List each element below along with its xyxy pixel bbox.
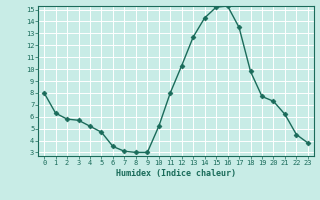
X-axis label: Humidex (Indice chaleur): Humidex (Indice chaleur) <box>116 169 236 178</box>
